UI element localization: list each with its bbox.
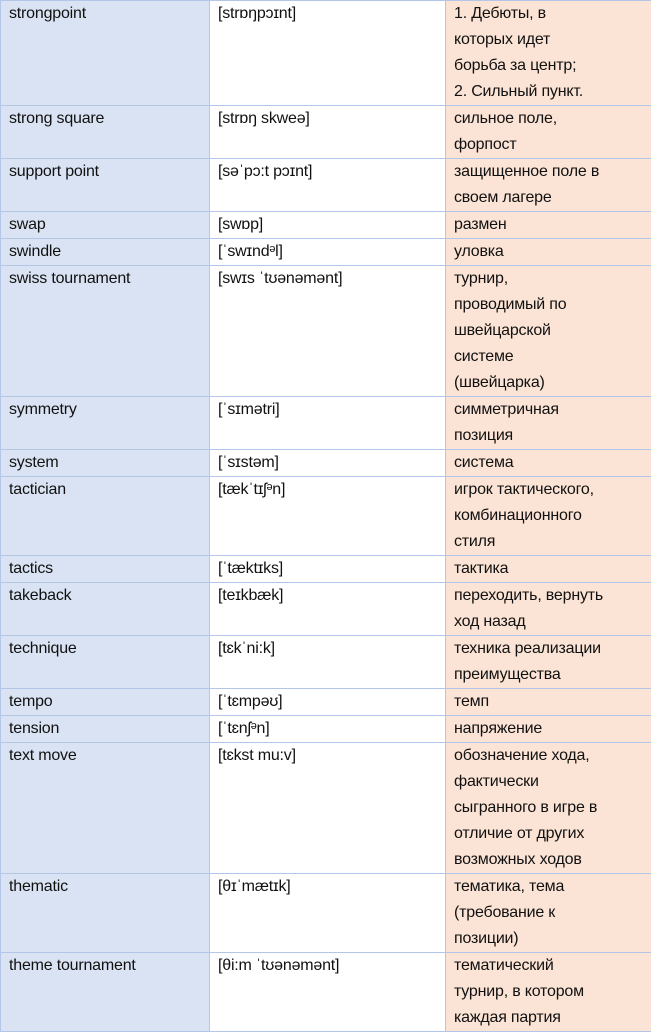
definition-cell: тактика (446, 556, 651, 583)
definition-cell: игрок тактического, комбинационного стил… (446, 477, 651, 556)
table-row: swindle[ˈswɪndᵊl]уловка (1, 239, 651, 266)
table-row: system[ˈsɪstəm]система (1, 450, 651, 477)
transcription-cell: [θi:m ˈtʊənəmənt] (210, 953, 446, 1032)
term-cell: symmetry (1, 397, 210, 450)
definition-cell: тематический турнир, в котором каждая па… (446, 953, 651, 1032)
definition-cell: турнир, проводимый по швейцарской систем… (446, 266, 651, 397)
term-cell: swap (1, 212, 210, 239)
transcription-cell: [səˈpɔ:t pɔɪnt] (210, 159, 446, 212)
transcription-cell: [strɒŋ skweə] (210, 106, 446, 159)
term-cell: text move (1, 743, 210, 874)
term-cell: thematic (1, 874, 210, 953)
term-cell: support point (1, 159, 210, 212)
table-row: takeback[teɪkbæk]переходить, вернуть ход… (1, 583, 651, 636)
table-row: symmetry[ˈsɪmətri]симметричная позиция (1, 397, 651, 450)
transcription-cell: [swɪs ˈtʊənəmənt] (210, 266, 446, 397)
definition-cell: уловка (446, 239, 651, 266)
transcription-cell: [tækˈtɪʃᵊn] (210, 477, 446, 556)
table-row: technique[tɛkˈni:k]техника реализации пр… (1, 636, 651, 689)
table-row: tension[ˈtɛnʃᵊn]напряжение (1, 716, 651, 743)
table-row: text move[tɛkst mu:v]обозначение хода, ф… (1, 743, 651, 874)
definition-cell: напряжение (446, 716, 651, 743)
term-cell: swindle (1, 239, 210, 266)
definition-cell: темп (446, 689, 651, 716)
transcription-cell: [ˈtɛmpəʊ] (210, 689, 446, 716)
term-cell: strong square (1, 106, 210, 159)
term-cell: takeback (1, 583, 210, 636)
definition-cell: защищенное поле в своем лагере (446, 159, 651, 212)
term-cell: tempo (1, 689, 210, 716)
transcription-cell: [ˈtɛnʃᵊn] (210, 716, 446, 743)
transcription-cell: [θɪˈmætɪk] (210, 874, 446, 953)
term-cell: tactics (1, 556, 210, 583)
transcription-cell: [ˈsɪmətri] (210, 397, 446, 450)
transcription-cell: [ˈsɪstəm] (210, 450, 446, 477)
table-row: tactician[tækˈtɪʃᵊn]игрок тактического, … (1, 477, 651, 556)
table-row: strongpoint[strɒŋpɔɪnt]1. Дебюты, в кото… (1, 1, 651, 106)
table-row: swap[swɒp]размен (1, 212, 651, 239)
definition-cell: размен (446, 212, 651, 239)
transcription-cell: [tɛkst mu:v] (210, 743, 446, 874)
term-cell: swiss tournament (1, 266, 210, 397)
term-cell: tactician (1, 477, 210, 556)
definition-cell: 1. Дебюты, в которых идет борьба за цент… (446, 1, 651, 106)
table-row: strong square[strɒŋ skweə]сильное поле, … (1, 106, 651, 159)
table-row: tempo[ˈtɛmpəʊ]темп (1, 689, 651, 716)
definition-cell: переходить, вернуть ход назад (446, 583, 651, 636)
term-cell: system (1, 450, 210, 477)
definition-cell: тематика, тема (требование к позиции) (446, 874, 651, 953)
term-cell: technique (1, 636, 210, 689)
transcription-cell: [ˈswɪndᵊl] (210, 239, 446, 266)
table-row: swiss tournament[swɪs ˈtʊənəmənt]турнир,… (1, 266, 651, 397)
definition-cell: система (446, 450, 651, 477)
definition-cell: обозначение хода, фактически сыгранного … (446, 743, 651, 874)
transcription-cell: [teɪkbæk] (210, 583, 446, 636)
transcription-cell: [ˈtæktɪks] (210, 556, 446, 583)
term-cell: strongpoint (1, 1, 210, 106)
transcription-cell: [tɛkˈni:k] (210, 636, 446, 689)
table-row: support point[səˈpɔ:t pɔɪnt]защищенное п… (1, 159, 651, 212)
table-row: thematic[θɪˈmætɪk]тематика, тема (требов… (1, 874, 651, 953)
term-cell: tension (1, 716, 210, 743)
transcription-cell: [strɒŋpɔɪnt] (210, 1, 446, 106)
definition-cell: симметричная позиция (446, 397, 651, 450)
transcription-cell: [swɒp] (210, 212, 446, 239)
term-cell: theme tournament (1, 953, 210, 1032)
table-row: theme tournament[θi:m ˈtʊənəmənt]тематич… (1, 953, 651, 1032)
definition-cell: техника реализации преимущества (446, 636, 651, 689)
table-row: tactics[ˈtæktɪks]тактика (1, 556, 651, 583)
definition-cell: сильное поле, форпост (446, 106, 651, 159)
